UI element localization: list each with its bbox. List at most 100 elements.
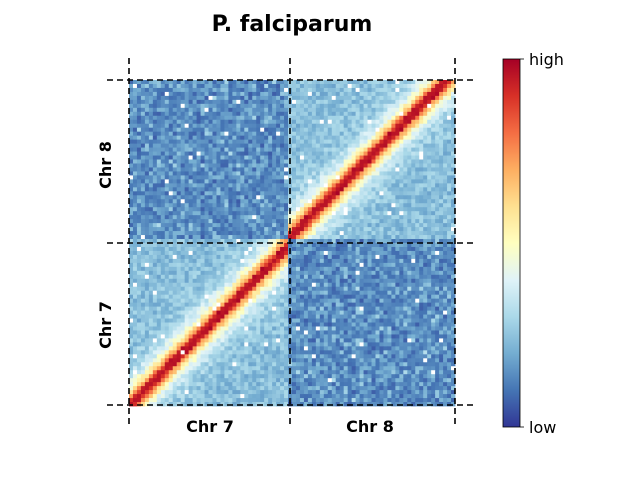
heatmap-cell bbox=[152, 95, 158, 101]
heatmap-cell bbox=[156, 107, 162, 113]
heatmap-cell bbox=[375, 111, 380, 117]
heatmap-cell bbox=[375, 95, 380, 101]
heatmap-cell bbox=[176, 278, 182, 284]
heatmap-cell bbox=[144, 302, 150, 308]
heatmap-cell bbox=[339, 147, 345, 152]
heatmap-cell bbox=[315, 171, 321, 176]
heatmap-cell bbox=[403, 179, 408, 184]
heatmap-cell bbox=[303, 127, 309, 133]
heatmap-cell bbox=[387, 270, 392, 276]
heatmap-cell bbox=[311, 159, 317, 164]
heatmap-cell bbox=[299, 286, 305, 292]
heatmap-cell bbox=[200, 119, 205, 125]
heatmap-cell bbox=[232, 83, 237, 89]
heatmap-cell bbox=[256, 239, 261, 244]
heatmap-cell bbox=[204, 314, 209, 319]
heatmap-cell bbox=[220, 91, 225, 97]
heatmap-cell bbox=[387, 306, 392, 311]
heatmap-cell bbox=[276, 151, 281, 156]
heatmap-cell bbox=[407, 151, 412, 156]
heatmap-cell bbox=[323, 274, 329, 280]
heatmap-cell bbox=[192, 203, 197, 208]
heatmap-cell bbox=[184, 127, 190, 133]
heatmap-cell bbox=[351, 151, 357, 156]
heatmap-cell bbox=[204, 155, 209, 160]
heatmap-cell bbox=[327, 239, 333, 244]
heatmap-cell bbox=[224, 314, 229, 319]
heatmap-cell bbox=[196, 183, 201, 188]
heatmap-cell bbox=[184, 139, 190, 145]
heatmap-cell bbox=[256, 171, 261, 176]
heatmap-cell bbox=[439, 131, 444, 137]
heatmap-cell bbox=[339, 95, 345, 101]
heatmap-cell bbox=[168, 254, 174, 260]
heatmap-cell bbox=[391, 239, 396, 244]
heatmap-cell bbox=[192, 246, 197, 252]
heatmap-cell bbox=[351, 179, 357, 184]
heatmap-cell bbox=[140, 250, 146, 256]
heatmap-cell bbox=[216, 115, 221, 121]
heatmap-cell bbox=[335, 235, 341, 240]
heatmap-cell bbox=[355, 167, 360, 172]
heatmap-cell bbox=[172, 310, 178, 315]
heatmap-cell bbox=[419, 207, 424, 212]
heatmap-cell bbox=[363, 171, 368, 176]
heatmap-cell bbox=[451, 207, 456, 212]
heatmap-cell bbox=[240, 211, 245, 216]
heatmap-cell bbox=[260, 239, 265, 244]
heatmap-cell bbox=[129, 298, 134, 304]
heatmap-cell bbox=[228, 290, 233, 296]
heatmap-cell bbox=[168, 147, 174, 152]
heatmap-cell bbox=[435, 314, 440, 319]
heatmap-cell bbox=[435, 298, 440, 304]
heatmap-cell bbox=[204, 270, 209, 276]
heatmap-cell bbox=[268, 123, 273, 129]
heatmap-cell bbox=[152, 270, 158, 276]
heatmap-cell bbox=[299, 99, 305, 105]
heatmap-cell bbox=[347, 282, 353, 288]
heatmap-cell bbox=[244, 231, 249, 236]
heatmap-cell bbox=[375, 318, 380, 323]
heatmap-cell bbox=[439, 243, 444, 248]
heatmap-cell bbox=[196, 223, 201, 228]
heatmap-cell bbox=[156, 278, 162, 284]
heatmap-cell bbox=[383, 159, 388, 164]
heatmap-cell bbox=[292, 123, 297, 129]
heatmap-cell bbox=[152, 207, 158, 212]
heatmap-cell bbox=[407, 179, 412, 184]
heatmap-cell bbox=[160, 207, 166, 212]
heatmap-cell bbox=[200, 286, 205, 292]
heatmap-cell bbox=[132, 207, 138, 212]
heatmap-cell bbox=[156, 310, 162, 315]
heatmap-cell bbox=[315, 95, 321, 101]
heatmap-cell bbox=[252, 111, 257, 117]
heatmap-cell bbox=[399, 151, 404, 156]
heatmap-cell bbox=[264, 163, 269, 168]
heatmap-cell bbox=[447, 87, 452, 93]
heatmap-cell bbox=[347, 306, 353, 311]
heatmap-cell bbox=[204, 310, 209, 315]
heatmap-cell bbox=[268, 227, 273, 232]
heatmap-cell bbox=[272, 270, 277, 276]
heatmap-cell bbox=[284, 131, 289, 137]
heatmap-cell bbox=[375, 103, 380, 109]
heatmap-cell bbox=[196, 107, 201, 113]
heatmap-cell bbox=[164, 159, 170, 164]
heatmap-cell bbox=[371, 139, 376, 145]
heatmap-cell bbox=[164, 231, 170, 236]
heatmap-cell bbox=[236, 87, 241, 93]
heatmap-cell bbox=[347, 266, 353, 272]
heatmap-cell bbox=[339, 127, 345, 133]
heatmap-cell bbox=[315, 115, 321, 121]
heatmap-cell bbox=[168, 211, 174, 216]
heatmap-cell bbox=[144, 262, 150, 268]
heatmap-cell bbox=[387, 282, 392, 288]
heatmap-cell bbox=[399, 219, 404, 224]
heatmap-cell bbox=[140, 167, 146, 172]
heatmap-cell bbox=[387, 163, 392, 168]
heatmap-cell bbox=[136, 95, 142, 101]
heatmap-cell bbox=[136, 91, 142, 97]
heatmap-cell bbox=[196, 203, 201, 208]
heatmap-cell bbox=[319, 167, 325, 172]
heatmap-cell bbox=[252, 258, 257, 264]
